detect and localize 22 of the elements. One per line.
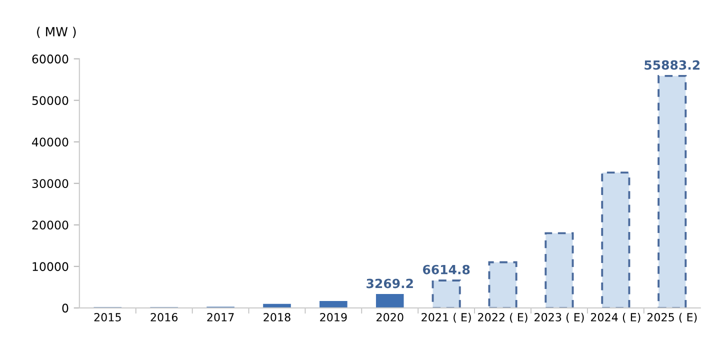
x-tick-label: 2021 ( E) [422, 312, 471, 323]
x-tick-label: 2024 ( E) [590, 312, 640, 323]
y-tick-label: 20000 [32, 220, 68, 230]
y-tick-label: 50000 [32, 96, 68, 105]
data-label: 55883.2 [644, 60, 700, 70]
x-tick-label: 2020 [376, 312, 404, 322]
y-axis-title: ( MW ) [37, 26, 76, 38]
y-tick-label: 30000 [32, 179, 68, 188]
x-tick-label: 2015 [94, 312, 121, 322]
y-tick-label: 40000 [32, 138, 68, 147]
x-tick-label: 2023 ( E) [534, 312, 584, 323]
x-tick-label: 2018 [264, 312, 290, 322]
x-tick-label: 2017 [207, 312, 234, 322]
x-tick-label: 2022 ( E) [478, 312, 528, 323]
data-label: 3269.2 [366, 278, 413, 288]
x-tick-label: 2025 ( E) [647, 312, 697, 323]
y-tick-label: 10000 [32, 262, 68, 272]
y-tick-label: 60000 [32, 54, 68, 64]
x-tick-label: 2016 [150, 312, 178, 322]
y-tick-label: 0 [62, 304, 68, 313]
data-label: 6614.8 [422, 264, 470, 274]
x-tick-label: 2019 [320, 312, 347, 322]
